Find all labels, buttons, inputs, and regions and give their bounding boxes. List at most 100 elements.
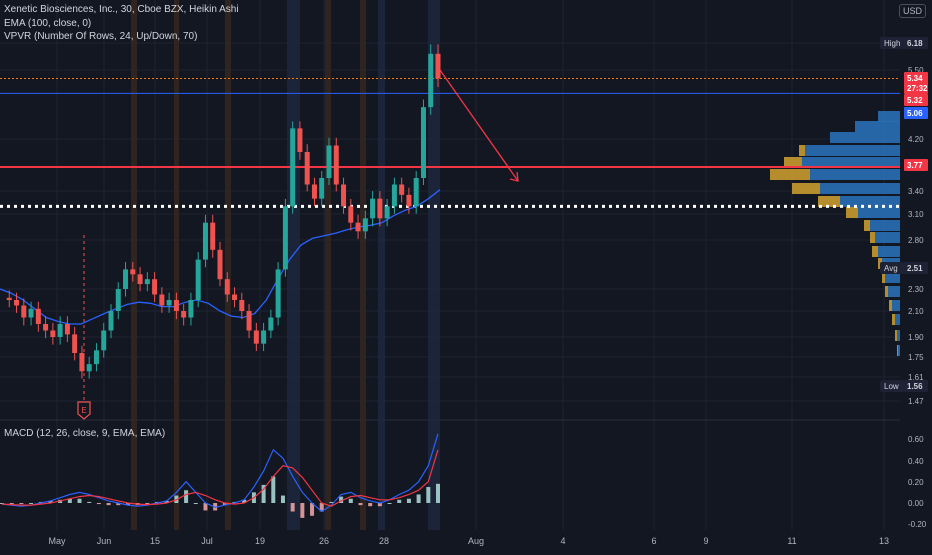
macd-histogram-bar — [48, 500, 53, 503]
candle-body — [159, 294, 165, 306]
candle-body — [282, 206, 288, 270]
candle-body — [35, 308, 41, 324]
macd-histogram-bar — [339, 496, 344, 503]
time-tick-label: 9 — [703, 536, 708, 546]
price-tick-label: 2.10 — [908, 307, 924, 316]
currency-badge[interactable]: USD — [898, 4, 926, 18]
volume-bar-down — [792, 183, 820, 194]
macd-histogram-bar — [271, 476, 276, 503]
volume-bar-up — [878, 246, 900, 257]
price-badge-label-bg — [880, 380, 904, 392]
candle-body — [6, 297, 12, 300]
macd-tick-label: -0.20 — [908, 520, 927, 529]
candle-body — [130, 269, 136, 275]
price-axis[interactable]: 6.005.504.203.403.102.802.302.101.901.75… — [880, 37, 928, 529]
volume-bar-down — [885, 286, 888, 297]
macd-histogram-bar — [145, 503, 150, 504]
earnings-marker[interactable]: E — [77, 235, 91, 420]
macd-histogram-bar — [406, 498, 411, 503]
time-tick-label: 6 — [651, 536, 656, 546]
macd-histogram-bar — [377, 503, 382, 507]
session-band — [174, 0, 179, 530]
candle-body — [377, 198, 383, 219]
volume-bar-up — [878, 111, 900, 122]
candle-body — [348, 206, 354, 223]
candle-body — [326, 145, 332, 178]
price-badge-label-bg — [880, 37, 904, 49]
candle-body — [115, 289, 121, 311]
macd-histogram-bar — [125, 503, 130, 506]
candle-body — [297, 128, 303, 152]
candle-body — [181, 311, 187, 318]
time-tick-label: 13 — [879, 536, 889, 546]
price-badge-label: High — [884, 39, 900, 48]
candle-body — [341, 184, 347, 207]
macd-legend[interactable]: MACD (12, 26, close, 9, EMA, EMA) — [4, 428, 166, 439]
horizontal-levels[interactable] — [0, 77, 900, 208]
macd-histogram-bar — [106, 503, 111, 506]
macd-histogram-bar — [29, 503, 34, 504]
candle-body — [93, 350, 99, 365]
macd-tick-label: 0.00 — [908, 499, 924, 508]
candle-body — [413, 178, 419, 207]
macd-histogram-bar — [193, 503, 198, 504]
session-band — [428, 0, 440, 530]
price-tick-label: 1.75 — [908, 353, 924, 362]
time-tick-label: 15 — [150, 536, 160, 546]
macd-histogram-bar — [67, 498, 72, 503]
price-badge-bg — [904, 94, 928, 106]
symbol-title[interactable]: Xenetic Biosciences, Inc., 30, Cboe BZX,… — [4, 4, 239, 15]
price-badge-bg — [904, 262, 928, 274]
volume-bar-up — [810, 169, 900, 180]
price-badge-label-bg — [880, 262, 904, 274]
volume-bar-down — [882, 272, 885, 283]
price-badge-bg — [904, 82, 928, 94]
time-tick-label: Jun — [97, 536, 112, 546]
candles — [6, 44, 441, 379]
candle-body — [420, 107, 426, 178]
vpvr-legend[interactable]: VPVR (Number Of Rows, 24, Up/Down, 70) — [4, 31, 198, 42]
candle-body — [246, 311, 252, 331]
session-band — [131, 0, 137, 530]
price-tick-label: 1.61 — [908, 373, 924, 382]
candle-body — [268, 317, 274, 331]
candle-body — [428, 53, 434, 108]
volume-bar-up — [820, 183, 900, 194]
price-badge-bg — [904, 37, 928, 49]
candle-body — [79, 353, 85, 372]
candle-body — [195, 259, 201, 300]
time-tick-label: Aug — [468, 536, 484, 546]
candle-body — [406, 194, 412, 207]
session-band — [287, 0, 300, 530]
arrow-shaft — [439, 69, 519, 182]
volume-profile — [770, 111, 900, 356]
earnings-icon[interactable]: E — [81, 406, 86, 415]
candle-body — [435, 53, 441, 79]
candle-body — [304, 152, 310, 185]
session-highlight-bands — [131, 0, 440, 530]
time-tick-label: 28 — [379, 536, 389, 546]
macd-histogram-bar — [203, 503, 208, 511]
candle-body — [57, 324, 63, 337]
volume-bar-up — [805, 145, 900, 156]
macd-histogram-bar — [300, 503, 305, 518]
price-tick-label: 3.10 — [908, 210, 924, 219]
price-badge-value: 5.34 — [907, 74, 923, 83]
volume-bar-up — [855, 121, 900, 132]
macd-histogram-bar — [397, 499, 402, 503]
time-axis[interactable]: May Jun 15 Jul 19 26 28 Aug 4 6 9 11 13 — [48, 536, 889, 546]
macd-histogram-bar — [164, 500, 169, 503]
session-band — [378, 0, 385, 530]
candle-body — [166, 300, 172, 306]
ema-legend[interactable]: EMA (100, close, 0) — [4, 18, 92, 29]
macd-histogram-bar — [426, 487, 431, 503]
candle-body — [253, 330, 259, 344]
time-tick-label: 26 — [319, 536, 329, 546]
candle-body — [384, 206, 390, 219]
candle-body — [152, 279, 158, 295]
volume-bar-down — [799, 145, 805, 156]
volume-bar-up — [885, 272, 900, 283]
time-tick-label: Jul — [201, 536, 213, 546]
projection-arrow[interactable] — [439, 69, 519, 182]
